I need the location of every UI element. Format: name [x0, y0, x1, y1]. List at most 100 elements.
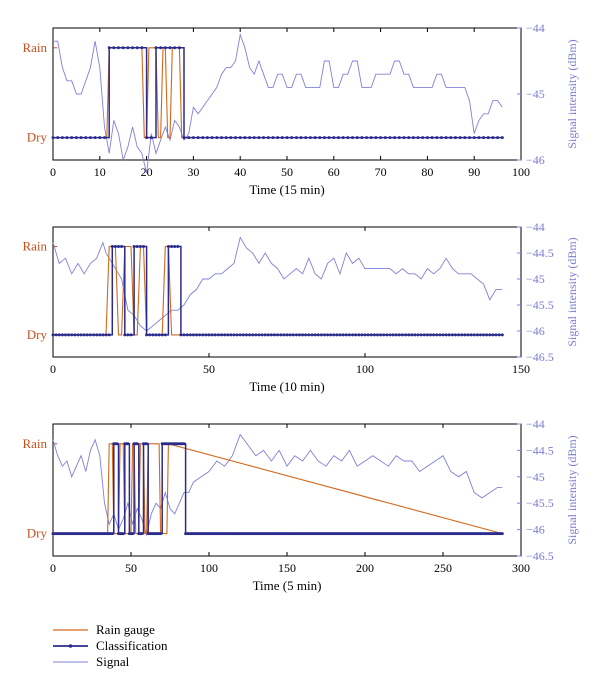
classification-point — [341, 333, 345, 337]
y-right-tick-label: −45 — [526, 470, 545, 484]
classification-point — [266, 136, 270, 140]
classification-point — [254, 333, 258, 337]
classification-point — [210, 333, 214, 337]
classification-point — [322, 333, 326, 337]
classification-point — [449, 136, 453, 140]
classification-point — [291, 333, 295, 337]
classification-series-line — [53, 47, 503, 139]
classification-point — [123, 333, 127, 337]
classification-point — [151, 333, 155, 337]
classification-point — [145, 442, 149, 446]
classification-point — [266, 333, 270, 337]
classification-point — [435, 136, 439, 140]
classification-point — [57, 333, 61, 337]
x-axis-label: Time (10 min) — [249, 379, 324, 394]
classification-point — [79, 136, 83, 140]
classification-point — [103, 136, 106, 140]
classification-point — [51, 136, 55, 140]
x-tick-label: 0 — [50, 362, 56, 376]
x-tick-label: 40 — [234, 165, 246, 179]
classification-point — [486, 136, 490, 140]
classification-point — [425, 333, 429, 337]
y-left-label-rain: Rain — [22, 239, 47, 254]
y-right-tick-label: −45.5 — [526, 496, 554, 510]
chart-panel-2: 0 50 100 150−46.5 −46 −45.5 −45 −44.5 −44 Rain Dry… — [22, 220, 579, 394]
y-left-label-dry: Dry — [27, 327, 48, 342]
classification-point — [458, 136, 462, 140]
x-tick-label: 30 — [187, 165, 199, 179]
classification-point — [273, 333, 276, 337]
classification-point — [173, 46, 177, 50]
classification-point — [338, 333, 342, 337]
x-tick-label: 200 — [356, 561, 374, 575]
classification-point — [67, 333, 71, 337]
classification-point — [220, 136, 223, 140]
classification-point — [243, 136, 247, 140]
classification-point — [276, 136, 280, 140]
classification-point — [454, 333, 457, 337]
classification-point — [121, 532, 125, 536]
classification-point — [213, 333, 217, 337]
classification-point — [439, 136, 443, 140]
classification-point — [460, 333, 464, 337]
classification-point — [110, 532, 114, 536]
classification-point — [232, 333, 236, 337]
classification-point — [163, 333, 167, 337]
classification-point — [308, 136, 312, 140]
classification-point — [73, 333, 77, 337]
classification-point — [472, 136, 476, 140]
classification-point — [131, 46, 135, 50]
classification-point — [76, 333, 80, 337]
classification-point — [326, 333, 330, 337]
x-tick-label: 100 — [200, 561, 218, 575]
classification-point — [216, 333, 220, 337]
x-axis-label: Time (15 min) — [249, 182, 324, 197]
legend: Rain gauge Classification Signal — [53, 622, 168, 669]
classification-point — [112, 46, 116, 50]
classification-point — [159, 532, 163, 536]
classification-point — [207, 333, 211, 337]
classification-point — [85, 333, 89, 337]
classification-point — [422, 333, 426, 337]
classification-point — [135, 442, 139, 446]
classification-point — [234, 136, 237, 140]
classification-point — [117, 245, 120, 248]
classification-point — [276, 333, 280, 337]
classification-point — [215, 136, 219, 140]
classification-point — [327, 136, 331, 140]
classification-point — [252, 136, 256, 140]
classification-point — [201, 136, 205, 140]
classification-point — [257, 333, 261, 337]
classification-point — [179, 333, 183, 337]
classification-point — [121, 46, 125, 50]
y-right-tick-label: −46.5 — [526, 549, 554, 563]
classification-point — [332, 333, 336, 337]
x-tick-label: 150 — [278, 561, 296, 575]
x-tick-label: 70 — [375, 165, 387, 179]
classification-point — [205, 136, 209, 140]
classification-point — [463, 333, 467, 337]
classification-point — [282, 333, 286, 337]
classification-point — [500, 532, 504, 536]
classification-point — [354, 333, 358, 337]
classification-point — [160, 333, 164, 337]
classification-point — [187, 136, 191, 140]
classification-point — [407, 136, 411, 140]
classification-point — [500, 333, 504, 337]
classification-point — [101, 333, 105, 337]
legend-signal-label: Signal — [96, 654, 130, 669]
classification-point — [397, 136, 401, 140]
y-right-axis-label: Signal intensity (dBm) — [565, 435, 579, 544]
classification-point — [432, 333, 436, 337]
x-tick-label: 10 — [94, 165, 106, 179]
y-right-tick-label: −44.5 — [526, 443, 554, 457]
classification-point — [404, 333, 408, 337]
classification-point — [290, 136, 294, 140]
classification-point — [482, 136, 486, 140]
classification-point — [438, 333, 442, 337]
classification-point — [441, 333, 445, 337]
classification-point — [126, 46, 130, 50]
y-left-label-dry: Dry — [27, 130, 48, 145]
classification-point — [472, 333, 476, 337]
